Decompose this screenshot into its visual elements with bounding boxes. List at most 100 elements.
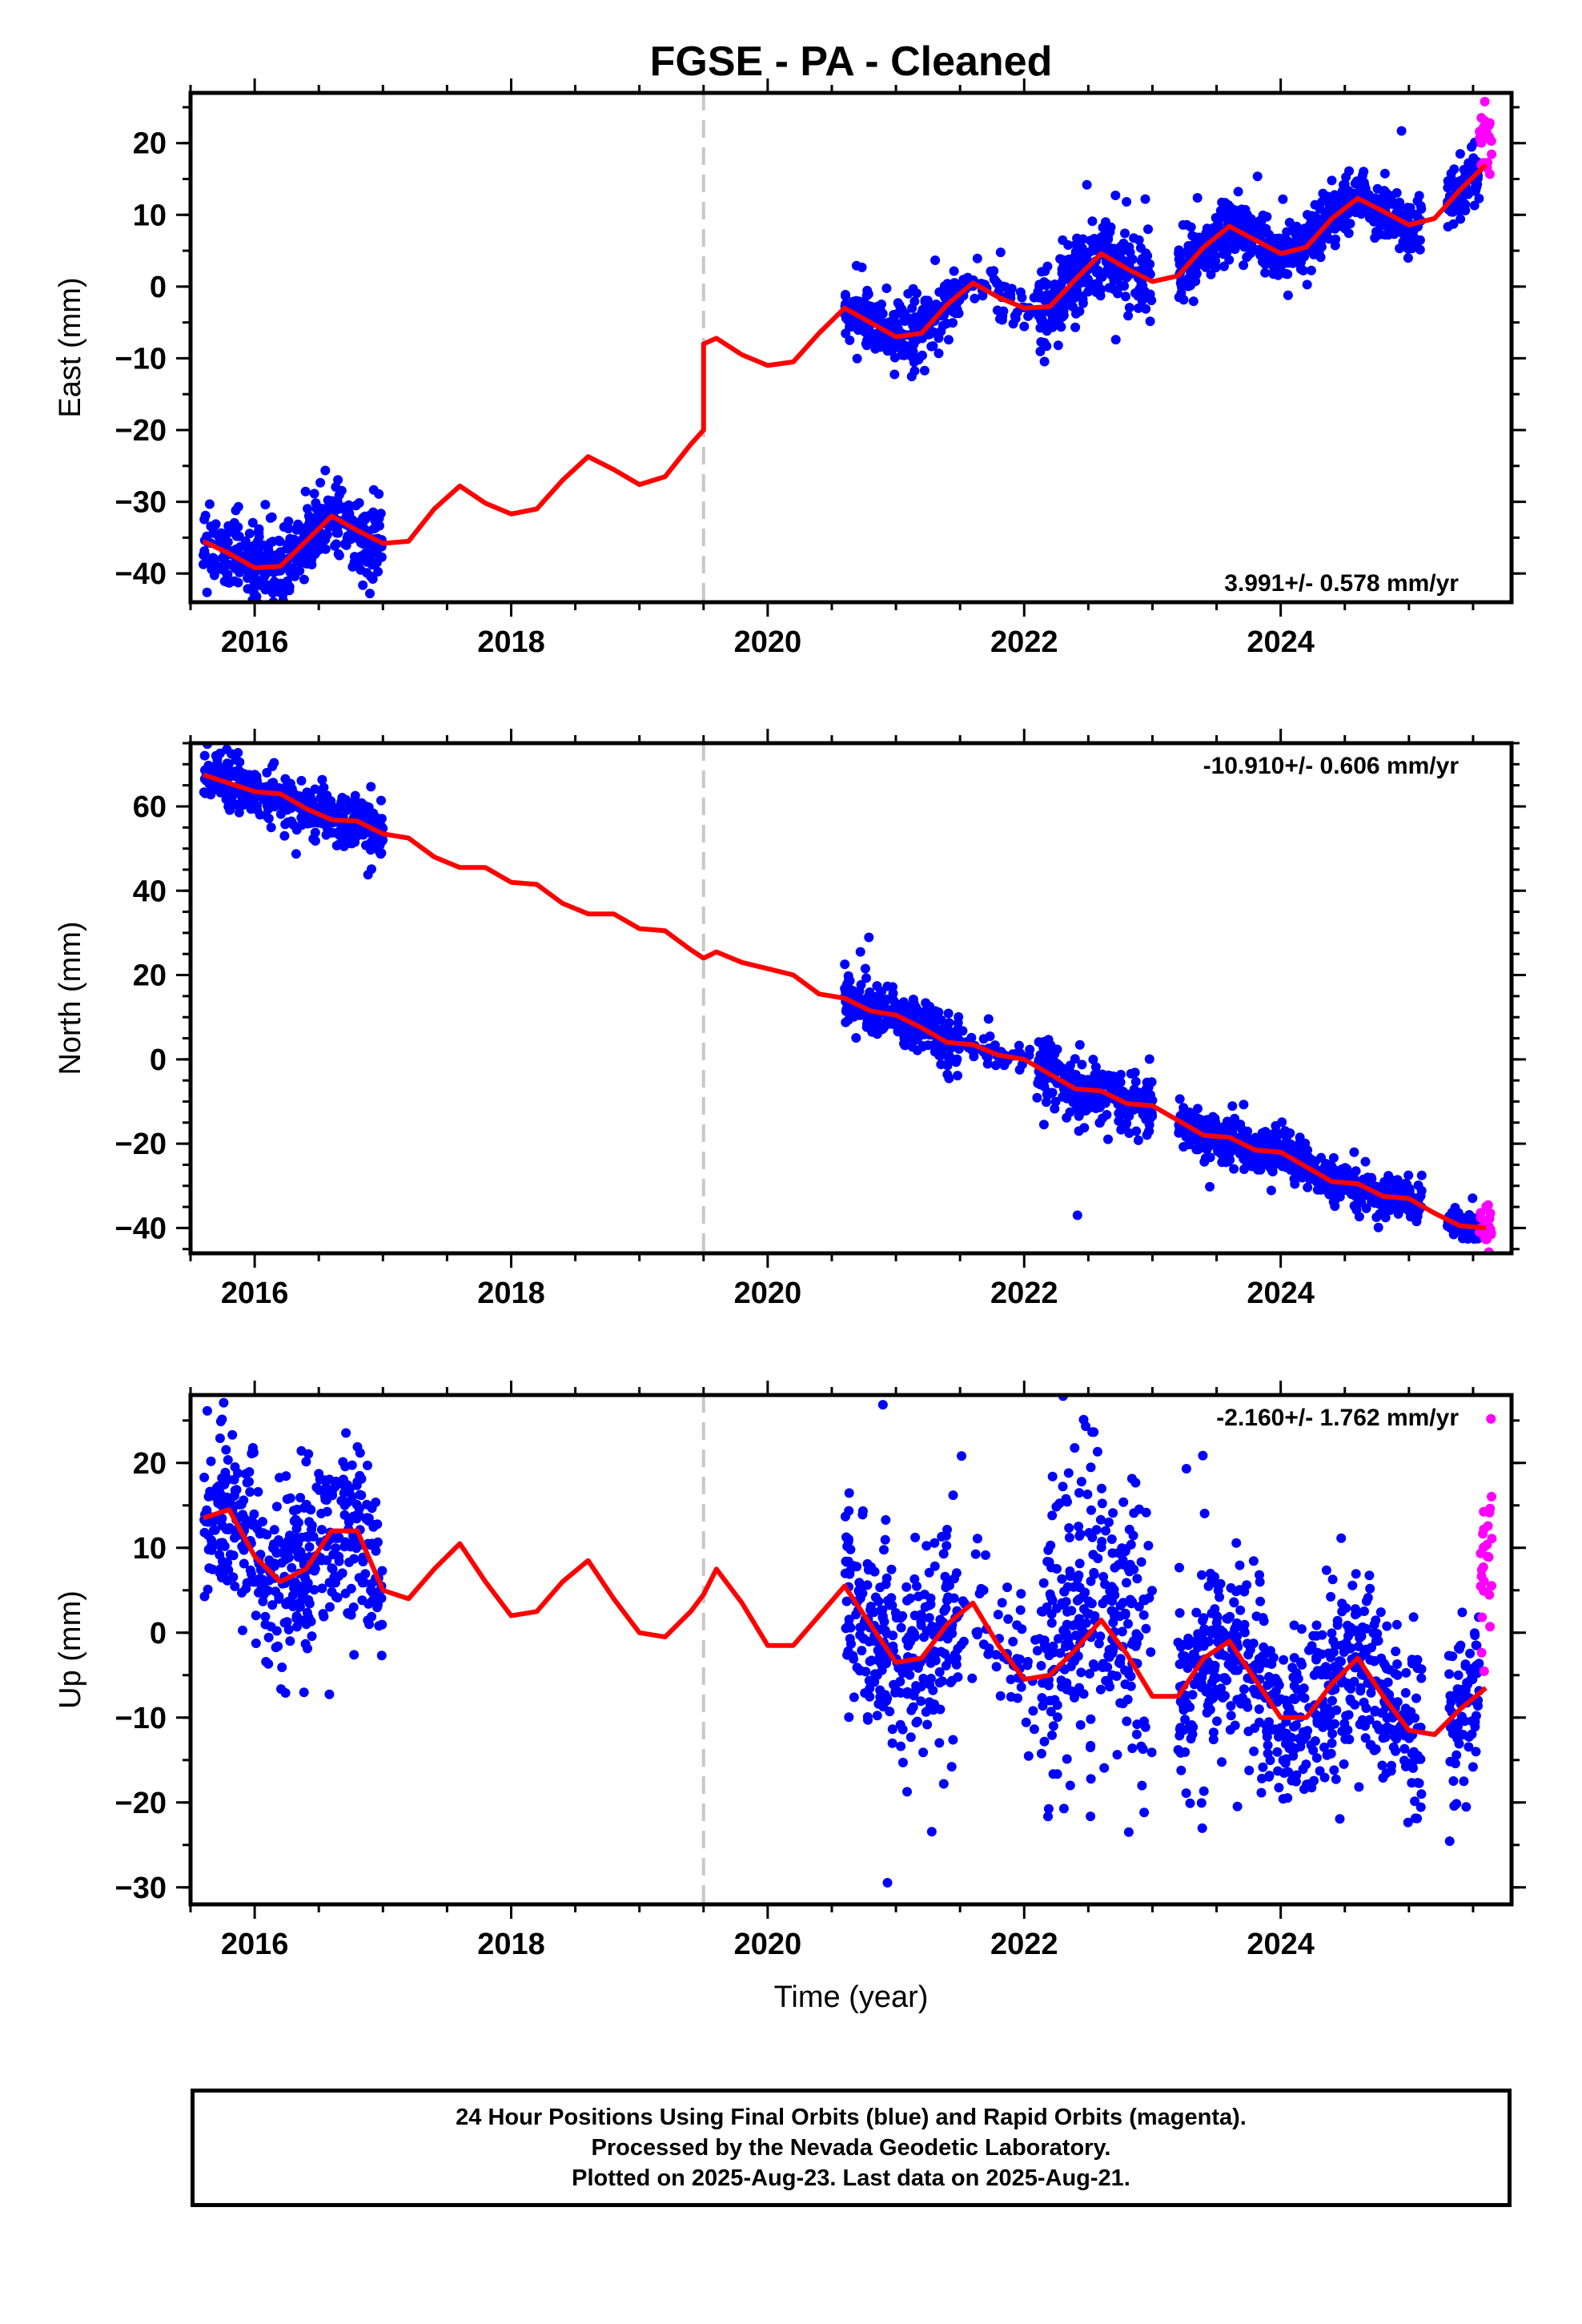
data-point bbox=[841, 1532, 851, 1542]
data-point bbox=[995, 247, 1006, 258]
data-point bbox=[1354, 1782, 1364, 1792]
data-point bbox=[946, 1762, 957, 1772]
data-point bbox=[908, 1630, 918, 1640]
data-point bbox=[327, 1487, 337, 1498]
data-point bbox=[1050, 1049, 1060, 1059]
data-point bbox=[1042, 1679, 1053, 1689]
data-point bbox=[1328, 1196, 1339, 1207]
data-point bbox=[1231, 211, 1242, 222]
data-point bbox=[1023, 1751, 1034, 1761]
data-point bbox=[289, 1506, 299, 1516]
data-point bbox=[1117, 1626, 1127, 1637]
data-point bbox=[349, 1650, 359, 1660]
data-point bbox=[953, 1018, 963, 1028]
data-point bbox=[1267, 256, 1277, 267]
figure-title: FGSE - PA - Cleaned bbox=[650, 38, 1053, 85]
data-point bbox=[913, 1663, 923, 1673]
x-tick-label: 2022 bbox=[990, 625, 1058, 659]
data-point bbox=[1108, 1618, 1118, 1628]
data-point bbox=[1335, 1192, 1345, 1202]
data-point bbox=[1123, 311, 1134, 321]
data-point bbox=[911, 1681, 921, 1691]
data-point bbox=[267, 588, 278, 598]
data-point bbox=[344, 1557, 355, 1567]
data-point bbox=[364, 1619, 375, 1630]
data-point bbox=[986, 266, 996, 276]
data-point bbox=[1114, 1116, 1124, 1126]
data-point bbox=[917, 350, 927, 360]
data-point bbox=[841, 290, 850, 300]
data-point bbox=[277, 1548, 287, 1558]
data-point bbox=[1101, 1526, 1110, 1536]
data-point bbox=[930, 1699, 939, 1710]
data-point bbox=[1046, 1618, 1057, 1628]
data-point bbox=[1332, 1615, 1343, 1626]
data-point bbox=[1058, 1482, 1068, 1492]
data-point bbox=[1084, 1669, 1094, 1679]
data-point bbox=[1364, 213, 1375, 223]
data-point bbox=[1299, 1683, 1309, 1694]
data-point bbox=[1367, 1174, 1377, 1184]
data-point bbox=[1254, 1704, 1264, 1715]
data-point bbox=[1085, 235, 1095, 246]
data-point bbox=[1118, 1497, 1129, 1507]
data-point bbox=[1411, 1693, 1421, 1703]
data-point bbox=[346, 1610, 356, 1620]
y-axis-label: East (mm) bbox=[54, 277, 87, 417]
data-point bbox=[249, 587, 259, 597]
data-point bbox=[1088, 1659, 1098, 1669]
data-point bbox=[1074, 1558, 1085, 1569]
data-point bbox=[1079, 1604, 1089, 1614]
data-point bbox=[889, 1679, 899, 1690]
data-point bbox=[1212, 1716, 1222, 1727]
data-point bbox=[1231, 1538, 1242, 1548]
data-point bbox=[1072, 1574, 1082, 1584]
data-point bbox=[1041, 280, 1051, 291]
data-point bbox=[1223, 1145, 1233, 1156]
data-point bbox=[263, 1659, 274, 1669]
data-point bbox=[277, 1663, 287, 1672]
data-point bbox=[1050, 1096, 1061, 1107]
data-point bbox=[1094, 1638, 1104, 1649]
data-point bbox=[331, 802, 342, 813]
data-point bbox=[1061, 1494, 1071, 1504]
data-point bbox=[1351, 1569, 1361, 1579]
data-point bbox=[259, 1590, 269, 1599]
data-point bbox=[1217, 1157, 1227, 1168]
data-point bbox=[1126, 1598, 1137, 1609]
data-point bbox=[1454, 176, 1464, 187]
data-point bbox=[322, 1506, 332, 1517]
data-point bbox=[857, 1588, 868, 1598]
data-point bbox=[936, 326, 946, 336]
data-point bbox=[1283, 269, 1293, 279]
data-point bbox=[1090, 1062, 1101, 1072]
data-point bbox=[1118, 1086, 1128, 1096]
data-point bbox=[953, 1672, 963, 1683]
data-point bbox=[264, 1575, 275, 1586]
data-point bbox=[1097, 1483, 1106, 1494]
data-point bbox=[905, 344, 916, 355]
data-point bbox=[282, 1494, 292, 1504]
data-point bbox=[271, 795, 282, 806]
data-point bbox=[1104, 1517, 1114, 1527]
data-point bbox=[358, 580, 368, 590]
data-point bbox=[1037, 267, 1046, 277]
data-point bbox=[1174, 1094, 1185, 1104]
data-point bbox=[1064, 1533, 1074, 1542]
data-point bbox=[873, 1655, 883, 1666]
data-point bbox=[918, 1674, 929, 1683]
data-point bbox=[1416, 1664, 1427, 1675]
data-point bbox=[267, 1600, 278, 1610]
data-point bbox=[1087, 1532, 1098, 1542]
data-point bbox=[912, 1045, 922, 1055]
data-point bbox=[896, 1622, 906, 1633]
data-point bbox=[841, 1596, 852, 1606]
data-point bbox=[1003, 1614, 1014, 1624]
data-point bbox=[857, 324, 867, 334]
x-tick-label: 2016 bbox=[221, 625, 289, 659]
data-point bbox=[1206, 269, 1216, 279]
data-point bbox=[267, 537, 278, 547]
data-point bbox=[228, 789, 238, 799]
data-point bbox=[1047, 310, 1058, 320]
